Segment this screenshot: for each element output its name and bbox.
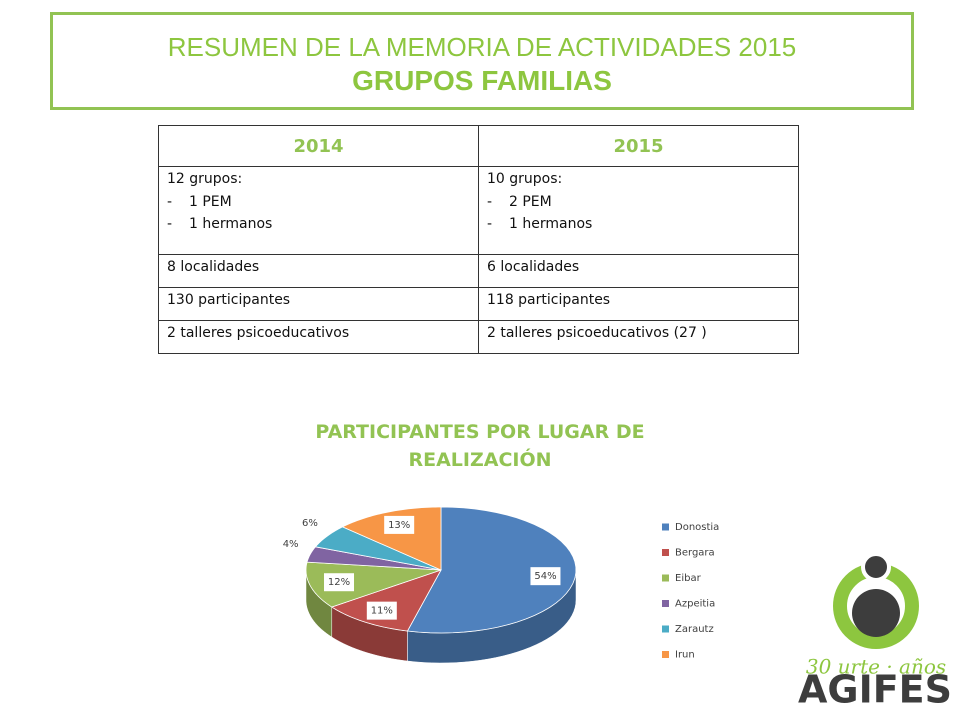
list-item: 1 PEM xyxy=(167,191,470,213)
logo-name: AGIFES xyxy=(798,668,952,712)
pie-slice xyxy=(330,569,442,632)
table-header: 2014 2015 xyxy=(158,125,799,167)
legend-label: Eibar xyxy=(675,573,702,584)
label-box xyxy=(530,567,561,586)
legend-swatch xyxy=(662,600,669,607)
data-label: 11% xyxy=(371,606,393,617)
legend-swatch xyxy=(662,625,669,633)
data-label: 6% xyxy=(302,518,318,529)
table: 2014 2015 12 grupos: 1 PEM1 hermanos 10 … xyxy=(158,125,799,354)
data-label: 12% xyxy=(328,577,350,588)
label-box xyxy=(366,601,397,620)
title: RESUMEN DE LA MEMORIA DE ACTIVIDADES 201… xyxy=(167,32,797,62)
cell-title: 10 grupos: xyxy=(487,171,563,187)
legend-label: Azpeitia xyxy=(675,599,715,610)
pie-slice xyxy=(341,506,442,571)
logo-center xyxy=(852,589,900,637)
table-row: 130 participantes 118 participantes xyxy=(158,287,799,321)
title-box: RESUMEN DE LA MEMORIA DE ACTIVIDADES 201… xyxy=(50,12,914,110)
legend-swatch xyxy=(662,549,669,556)
cell-title: 12 grupos: xyxy=(167,171,243,187)
legend-label: Irun xyxy=(675,650,695,661)
legend-label: Donostia xyxy=(675,522,719,533)
list: 1 PEM1 hermanos xyxy=(167,191,470,235)
table-row: 2 talleres psicoeducativos 2 talleres psi… xyxy=(158,320,799,354)
cell: 130 participantes xyxy=(158,287,479,321)
list: 2 PEM1 hermanos xyxy=(487,191,790,235)
data-label: 13% xyxy=(388,520,410,531)
pie-slice xyxy=(406,506,577,634)
list-item: 1 hermanos xyxy=(167,213,470,235)
header-cell: 2014 xyxy=(158,125,479,167)
legend-swatch xyxy=(662,651,669,658)
legend-label: Zarautz xyxy=(675,624,714,635)
data-label: 54% xyxy=(534,571,556,582)
cell: 2 talleres psicoeducativos xyxy=(158,320,479,354)
legend-swatch xyxy=(662,574,669,582)
list-item: 1 hermanos xyxy=(487,213,790,235)
header-cell: 2015 xyxy=(478,125,799,167)
label-box xyxy=(384,515,415,534)
label-box xyxy=(324,573,355,592)
data-label: 4% xyxy=(283,539,299,550)
cell: 10 grupos: 2 PEM1 hermanos xyxy=(478,166,799,255)
logo-head xyxy=(861,552,891,582)
list-item: 2 PEM xyxy=(487,191,790,213)
chart-title: PARTICIPANTES POR LUGAR DE REALIZACIÓN xyxy=(315,421,645,471)
legend-swatch xyxy=(662,523,669,531)
subtitle: GRUPOS FAMILIAS xyxy=(352,65,612,96)
pie-slice xyxy=(314,526,442,571)
table-row: 12 grupos: 1 PEM1 hermanos 10 grupos: 2 … xyxy=(158,166,799,255)
legend-label: Bergara xyxy=(675,548,715,559)
cell: 118 participantes xyxy=(478,287,799,321)
logo-tagline: 30 urte · años xyxy=(806,655,946,679)
cell: 2 talleres psicoeducativos (27 ) xyxy=(478,320,799,354)
